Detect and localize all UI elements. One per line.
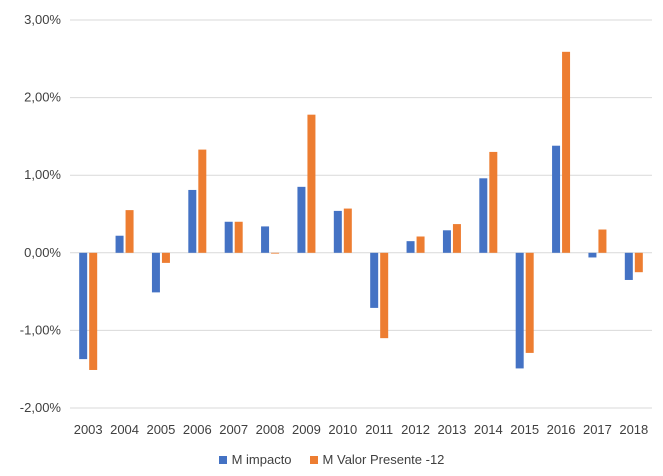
bar-m-impacto-2018 — [624, 252, 633, 280]
bar-m-valor-presente-2011 — [380, 252, 389, 339]
x-tick-label: 2013 — [437, 422, 466, 437]
bar-m-valor-presente-2018 — [634, 252, 643, 273]
legend: M impacto M Valor Presente -12 — [0, 452, 663, 467]
bar-m-valor-presente-2014 — [489, 151, 498, 253]
bar-chart: 3,00% 2,00% 1,00% 0,00% -1,00% -2,00% 2003 2004… — [20, 12, 652, 437]
x-tick-label: 2011 — [365, 422, 393, 437]
bar-m-valor-presente-2010 — [343, 208, 352, 253]
bar-m-valor-presente-2007 — [234, 221, 243, 253]
y-tick-label: 0,00% — [24, 245, 61, 260]
x-tick-label: 2017 — [583, 422, 612, 437]
bar-m-impacto-2009 — [297, 186, 306, 253]
bar-m-impacto-2012 — [406, 241, 415, 253]
x-tick-label: 2016 — [547, 422, 576, 437]
bar-m-impacto-2017 — [588, 252, 597, 258]
x-tick-label: 2012 — [401, 422, 430, 437]
bar-m-impacto-2016 — [552, 145, 561, 253]
x-tick-label: 2005 — [146, 422, 175, 437]
bar-m-valor-presente-2008 — [271, 252, 280, 254]
y-tick-label: -1,00% — [20, 322, 62, 337]
legend-swatch-m-valor-presente — [309, 455, 318, 464]
x-tick-label: 2014 — [474, 422, 503, 437]
bar-m-impacto-2014 — [479, 178, 488, 253]
legend-item-m-valor-presente: M Valor Presente -12 — [309, 452, 445, 467]
x-tick-label: 2008 — [256, 422, 285, 437]
legend-item-m-impacto: M impacto — [218, 452, 292, 467]
bar-m-impacto-2004 — [115, 235, 124, 253]
bar-m-valor-presente-2003 — [89, 252, 98, 370]
bar-m-valor-presente-2006 — [198, 149, 207, 253]
bar-m-valor-presente-2013 — [452, 224, 461, 253]
bar-m-impacto-2007 — [224, 221, 233, 253]
bar-m-impacto-2003 — [79, 252, 88, 360]
legend-label-m-valor-presente: M Valor Presente -12 — [322, 452, 445, 467]
bar-m-impacto-2011 — [370, 252, 379, 308]
bar-m-valor-presente-2016 — [562, 51, 571, 253]
y-tick-label: 1,00% — [24, 167, 61, 182]
x-tick-label: 2007 — [219, 422, 248, 437]
bar-m-valor-presente-2005 — [161, 252, 170, 263]
x-tick-label: 2009 — [292, 422, 321, 437]
x-tick-label: 2015 — [510, 422, 539, 437]
y-tick-label: 2,00% — [24, 90, 61, 105]
x-tick-label: 2003 — [74, 422, 103, 437]
x-tick-label: 2010 — [328, 422, 357, 437]
x-tick-label: 2018 — [619, 422, 648, 437]
bar-m-valor-presente-2009 — [307, 114, 316, 253]
bar-m-impacto-2015 — [515, 252, 524, 369]
legend-label-m-impacto: M impacto — [231, 452, 292, 467]
bar-m-valor-presente-2004 — [125, 210, 134, 253]
bar-m-impacto-2010 — [333, 210, 342, 253]
y-tick-label: 3,00% — [24, 12, 61, 27]
bar-m-impacto-2008 — [261, 226, 270, 253]
bar-m-valor-presente-2012 — [416, 236, 425, 253]
legend-swatch-m-impacto — [218, 455, 227, 464]
y-tick-label: -2,00% — [20, 400, 62, 415]
bar-m-impacto-2006 — [188, 189, 197, 253]
x-tick-label: 2004 — [110, 422, 139, 437]
bar-m-valor-presente-2015 — [525, 252, 534, 353]
x-tick-label: 2006 — [183, 422, 212, 437]
bar-m-impacto-2005 — [151, 252, 160, 293]
bar-m-impacto-2013 — [442, 230, 451, 253]
bar-m-valor-presente-2017 — [598, 229, 607, 253]
